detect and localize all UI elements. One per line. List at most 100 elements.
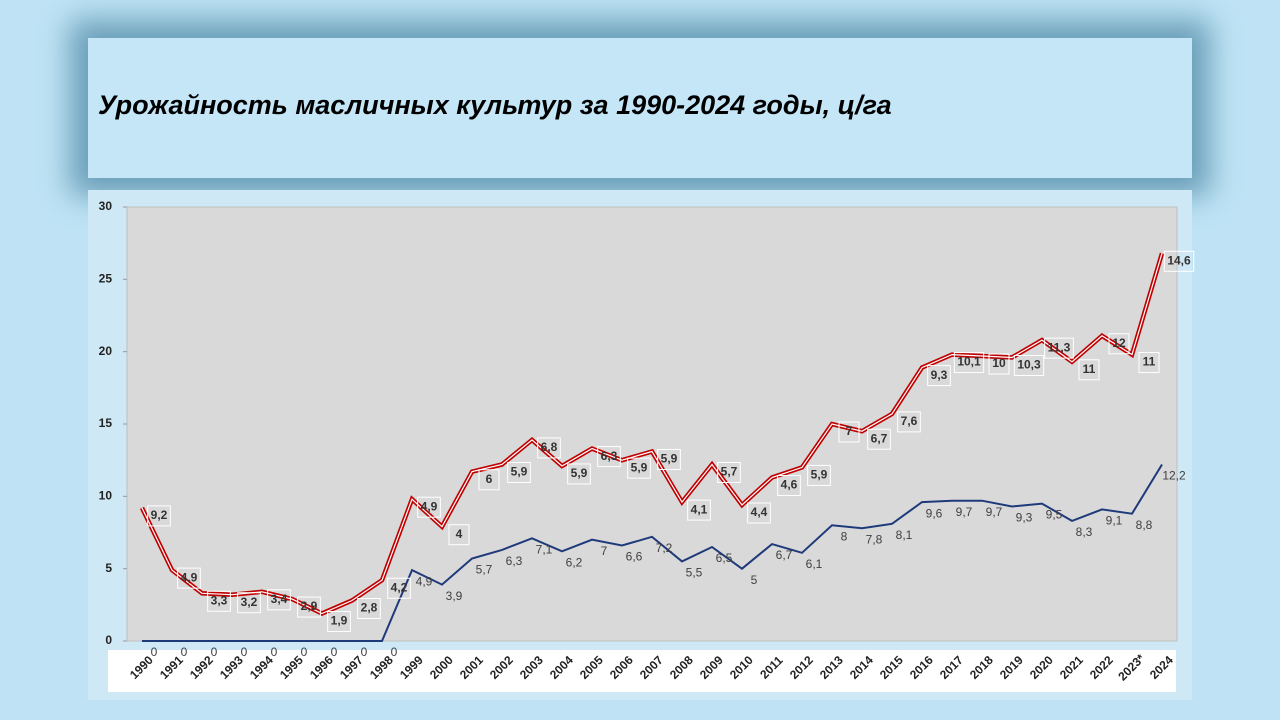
data-label-box (1078, 359, 1100, 381)
data-label-box (357, 597, 381, 619)
data-label: 5,9 (631, 460, 648, 474)
data-label-box (687, 499, 711, 521)
data-label: 9,6 (926, 506, 943, 520)
data-label-box (627, 457, 651, 479)
data-label: 0 (241, 645, 248, 659)
data-label: 4,9 (416, 574, 433, 588)
data-label-box (267, 589, 291, 611)
data-label: 8,1 (896, 528, 913, 542)
data-label: 0 (331, 645, 338, 659)
data-label: 8,3 (1076, 525, 1093, 539)
data-label-group: 4,6 (777, 475, 801, 497)
data-label: 9,3 (931, 368, 948, 382)
title-box: Урожайность масличных культур за 1990-20… (88, 38, 1192, 178)
data-label-group: 11 (1138, 352, 1160, 374)
data-label: 4,9 (181, 570, 198, 584)
data-label-group: 3,2 (237, 592, 261, 614)
chart-title: Урожайность масличных культур за 1990-20… (98, 90, 892, 120)
data-label: 4,1 (691, 502, 708, 516)
data-label: 0 (301, 645, 308, 659)
data-label: 11 (1083, 362, 1096, 376)
y-tick-label: 0 (105, 633, 112, 647)
data-label: 5,7 (721, 465, 738, 479)
data-label-box (537, 437, 561, 459)
data-label: 5,9 (511, 465, 528, 479)
data-label: 10,3 (1017, 358, 1041, 372)
data-label: 8,8 (1136, 518, 1153, 532)
data-label-group: 9,3 (927, 365, 951, 387)
data-label: 4,9 (421, 499, 438, 513)
data-label: 4,4 (751, 505, 768, 519)
data-label: 10,1 (957, 355, 981, 369)
data-label: 0 (211, 645, 218, 659)
data-label-group: 6 (478, 469, 500, 491)
data-label-box (1163, 250, 1195, 272)
data-label: 7,6 (901, 414, 918, 428)
plot-area (126, 206, 1178, 642)
data-label: 0 (391, 645, 398, 659)
data-label-group: 2,8 (357, 597, 381, 619)
data-label-box (207, 590, 231, 612)
data-label-box (717, 462, 741, 484)
data-label-group: 4,9 (177, 567, 201, 589)
data-label: 0 (361, 645, 368, 659)
data-label-group: 10 (988, 353, 1010, 375)
data-label-box (1044, 337, 1074, 359)
data-label-box (927, 365, 951, 387)
data-label-box (1013, 354, 1045, 376)
data-label-box (147, 505, 171, 527)
data-label: 7 (601, 544, 608, 558)
data-label-group: 4,9 (417, 496, 441, 518)
data-label-group: 1,9 (327, 611, 351, 633)
data-label-group: 12 (1108, 333, 1130, 355)
data-label: 12,2 (1162, 469, 1186, 483)
data-label: 11,3 (1048, 340, 1071, 354)
data-label-group: 4,1 (687, 499, 711, 521)
data-label: 5,9 (811, 468, 828, 482)
data-label-group: 5,9 (807, 464, 831, 486)
data-label: 6,3 (601, 449, 618, 463)
data-label: 5,9 (661, 452, 678, 466)
data-label-box (953, 352, 985, 374)
data-label: 6,7 (871, 431, 888, 445)
data-label: 6,6 (626, 550, 643, 564)
data-label-group: 6,7 (867, 428, 891, 450)
data-label-box (988, 353, 1010, 375)
data-label-group: 14,6 (1163, 250, 1195, 272)
data-label: 5,7 (476, 563, 493, 577)
data-label: 9,7 (986, 505, 1003, 519)
data-label: 5 (751, 573, 758, 587)
data-label-box (297, 596, 321, 618)
y-tick-label: 20 (99, 344, 113, 358)
data-label-box (237, 592, 261, 614)
data-label: 6,1 (806, 557, 823, 571)
data-label: 7 (846, 424, 853, 438)
data-label-group: 9,2 (147, 505, 171, 527)
data-label-box (448, 524, 470, 546)
data-label-box (657, 448, 681, 470)
data-label: 12 (1112, 336, 1126, 350)
data-label: 3,2 (241, 595, 258, 609)
data-label-group: 5,9 (567, 463, 591, 485)
data-label-group: 5,9 (507, 462, 531, 484)
data-label: 6,8 (541, 440, 558, 454)
data-label-box (747, 502, 771, 524)
data-label: 4,6 (781, 478, 798, 492)
series-line-inner (141, 253, 1163, 615)
data-label: 2,9 (301, 599, 318, 613)
data-label-group: 2,9 (297, 596, 321, 618)
data-label: 7,1 (536, 542, 553, 556)
data-label-group: 4,2 (387, 577, 411, 599)
data-label-group: 5,9 (627, 457, 651, 479)
data-label-group: 10,3 (1013, 354, 1045, 376)
data-label-group: 7,6 (897, 411, 921, 433)
data-label: 6,7 (776, 548, 793, 562)
data-label-box (1138, 352, 1160, 374)
data-label: 6 (486, 472, 493, 486)
data-label-box (838, 421, 860, 443)
data-label: 5,5 (686, 566, 703, 580)
data-label: 0 (151, 645, 158, 659)
data-label: 3,3 (211, 593, 228, 607)
data-label-group: 6,8 (537, 437, 561, 459)
data-label: 9,1 (1106, 514, 1123, 528)
